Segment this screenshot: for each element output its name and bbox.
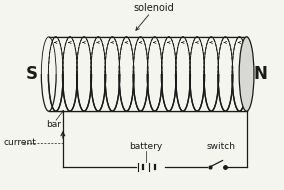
- Text: N: N: [254, 65, 268, 83]
- Text: bar: bar: [46, 120, 61, 129]
- Text: solenoid: solenoid: [133, 3, 174, 13]
- Text: switch: switch: [207, 142, 236, 151]
- Text: battery: battery: [130, 142, 163, 151]
- Text: S: S: [26, 65, 38, 83]
- Text: current: current: [3, 138, 36, 147]
- Bar: [49, 37, 247, 111]
- Ellipse shape: [239, 37, 254, 111]
